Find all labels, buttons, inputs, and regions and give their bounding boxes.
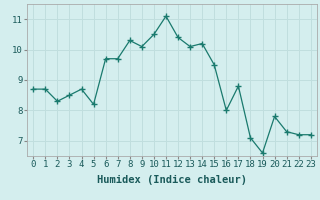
- X-axis label: Humidex (Indice chaleur): Humidex (Indice chaleur): [97, 175, 247, 185]
